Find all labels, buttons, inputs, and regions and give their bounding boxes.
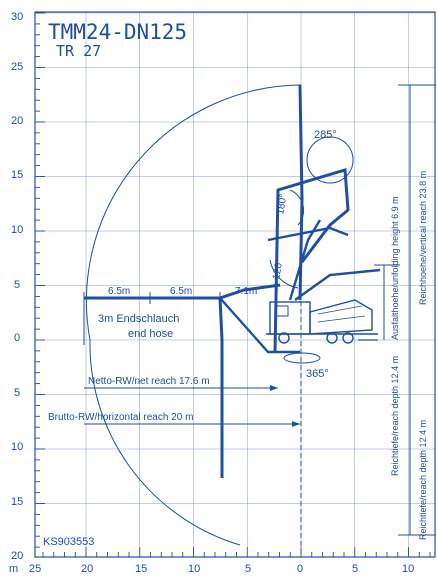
x-axis-labels: m 25 20 15 10 5 0 5 10 — [9, 563, 414, 575]
dimension-lines — [84, 84, 436, 536]
reach-envelope-arc — [85, 84, 302, 546]
rotation-180-arc — [289, 189, 305, 226]
reach-depth-label: Reichtiefe/reach depth 12.4 m — [418, 420, 428, 540]
vertical-reach-label: Reichhoehe/vertical reach 23.8 m — [418, 171, 428, 305]
truck-wheel-mid — [326, 332, 338, 344]
boom-downward — [218, 297, 224, 478]
x-label-10: 10 — [188, 563, 200, 575]
y-label-5: 5 — [14, 279, 20, 291]
rotation-120-arc — [269, 259, 299, 289]
net-reach-arrow — [270, 385, 278, 391]
angle-180-label: 180° — [275, 193, 289, 215]
segment-mid-label: 6.5m — [170, 286, 192, 297]
boom-vertical-arm — [288, 219, 322, 301]
segment-left-label: 6.5m — [108, 286, 130, 297]
y-label-20: 20 — [11, 115, 23, 127]
reach-depth-label-inner: Reichtiefe/reach depth 12.4 m — [390, 356, 400, 476]
boom-vertical-main — [273, 168, 350, 353]
y-label-10: 10 — [11, 224, 23, 236]
x-label-pos5: 5 — [352, 563, 358, 575]
end-hose-de-label: 3m Endschlauch — [98, 313, 179, 325]
angle-120-label: 120° — [271, 258, 285, 280]
x-label-25: 25 — [29, 563, 41, 575]
y-label-neg5: 5 — [14, 387, 20, 399]
mixer-drum-line-2 — [317, 315, 366, 323]
segment-right-label: 7.1m — [235, 286, 257, 297]
y-label-30: 30 — [11, 11, 23, 23]
y-label-15: 15 — [11, 169, 23, 181]
frame — [34, 11, 436, 558]
drawing-code: KS903553 — [43, 536, 94, 548]
x-axis-unit: m — [9, 563, 18, 575]
vertical-boom — [267, 84, 381, 353]
boom-vertical-fold — [267, 226, 349, 242]
x-label-15: 15 — [135, 563, 147, 575]
angle-365-label: 365° — [306, 368, 329, 380]
boom-downward-link — [219, 297, 300, 354]
boom-horizontal — [84, 283, 281, 300]
y-axis-labels: 30 25 20 15 10 5 0 5 10 15 20 — [11, 11, 23, 562]
angle-285-label: 285° — [314, 129, 337, 141]
truck-window — [275, 305, 289, 317]
x-label-20: 20 — [81, 563, 93, 575]
model-title: TMM24-DN125 — [48, 20, 187, 44]
y-label-0: 0 — [14, 332, 20, 344]
truck-illustration — [266, 299, 378, 344]
x-label-5: 5 — [245, 563, 251, 575]
truck-wheel-rear — [342, 332, 354, 344]
horizontal-reach-label: Brutto-RW/horizontal reach 20 m — [48, 412, 193, 423]
unfolding-height-label: Ausfalthoehe/unfolding height 6.9 m — [390, 196, 400, 340]
rotation-285-circle — [306, 136, 354, 184]
boom-unfold-arm — [294, 268, 381, 301]
mixer-drum — [309, 299, 373, 335]
truck-wheel-front — [278, 332, 290, 344]
y-label-25: 25 — [11, 61, 23, 73]
axis-ticks — [35, 12, 431, 557]
reach-labels: 6.5m 6.5m 7.1m 3m Endschlauch end hose N… — [48, 171, 428, 540]
x-label-pos10: 10 — [402, 563, 414, 575]
rotation-365-ellipse — [283, 352, 321, 364]
grid — [35, 12, 435, 557]
horizontal-reach-arrow — [292, 421, 300, 427]
y-label-neg10: 10 — [11, 441, 23, 453]
y-label-neg15: 15 — [11, 496, 23, 508]
x-label-0: 0 — [297, 563, 303, 575]
net-reach-label: Netto-RW/net reach 17.6 m — [88, 376, 210, 387]
model-variant: TR 27 — [56, 42, 101, 60]
mixer-drum-line-1 — [317, 305, 363, 315]
y-label-neg20: 20 — [11, 550, 23, 562]
end-hose-en-label: end hose — [128, 328, 173, 340]
